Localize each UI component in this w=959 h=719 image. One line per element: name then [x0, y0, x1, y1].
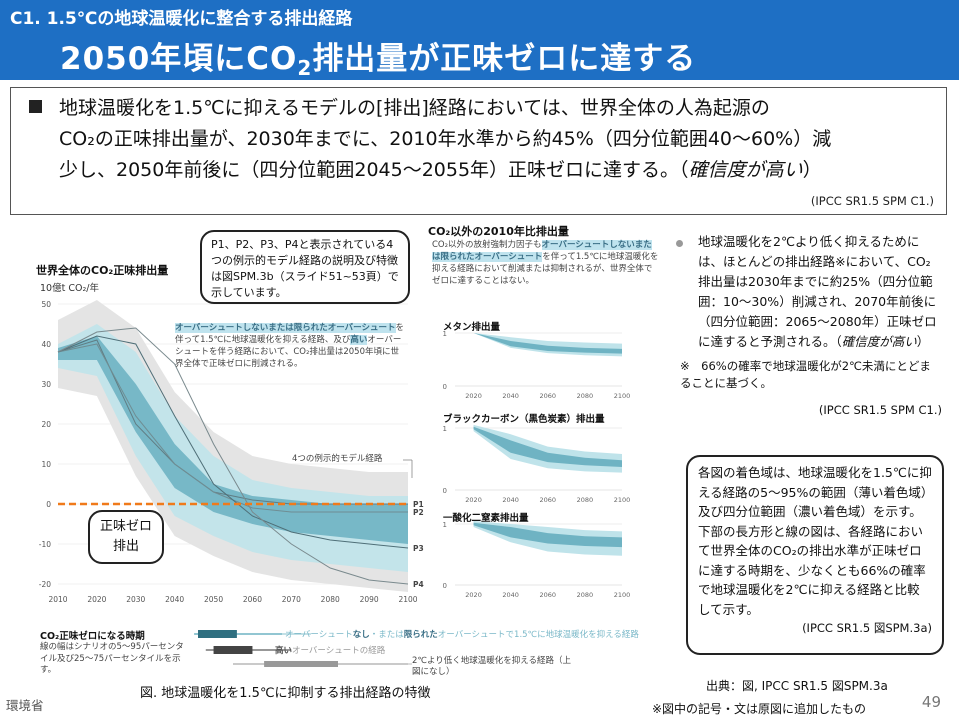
small-band-light — [473, 424, 622, 473]
small-x-tick-label: 2020 — [465, 591, 482, 599]
small-x-tick-label: 2100 — [614, 392, 631, 400]
pathway-label-p2: P2 — [413, 508, 424, 517]
methane-chart-title: メタン排出量 — [443, 322, 501, 333]
y-tick-label: -10 — [39, 540, 51, 549]
small-x-tick-label: 2040 — [502, 496, 519, 504]
small-x-tick-label: 2080 — [577, 496, 594, 504]
x-tick-label: 2050 — [204, 595, 223, 604]
shaded-area-callout: 各図の着色域は、地球温暖化を1.5℃に抑える経路の5〜95%の範囲（薄い着色域）… — [686, 455, 944, 655]
net-zero-callout: 正味ゼロ 排出 — [88, 510, 164, 564]
summary-box: 地球温暖化を1.5℃に抑えるモデルの[排出]経路においては、世界全体の人為起源の… — [10, 87, 947, 215]
x-tick-label: 2080 — [321, 595, 340, 604]
square-bullet-icon — [29, 100, 42, 113]
timing-bar-1 — [198, 630, 237, 638]
small-band-light — [473, 333, 622, 357]
overshoot-description: オーバーシュートしないまたは限られたオーバーシュートを伴って1.5℃に地球温暖化… — [175, 323, 405, 369]
small-x-tick-label: 2020 — [465, 392, 482, 400]
small-x-tick-label: 2060 — [540, 496, 557, 504]
x-tick-label: 2030 — [126, 595, 145, 604]
slide-header: C1. 1.5℃の地球温暖化に整合する排出経路 2050年頃にCO2排出量が正味… — [0, 0, 959, 80]
pathway-label-p3: P3 — [413, 544, 424, 553]
small-x-tick-label: 2060 — [540, 392, 557, 400]
small-x-tick-label: 2100 — [614, 591, 631, 599]
summary-citation: (IPCC SR1.5 SPM C1.) — [810, 194, 934, 208]
y-tick-label: 20 — [41, 420, 51, 429]
timing-row3-label: 2℃より低く地球温暖化を抑える経路（上図になし） — [412, 656, 572, 677]
x-tick-label: 2040 — [165, 595, 184, 604]
ministry-label: 環境省 — [6, 698, 44, 713]
small-x-tick-label: 2080 — [577, 392, 594, 400]
example-paths-label: 4つの例示的モデル経路 — [292, 454, 383, 464]
main-chart-title: 世界全体のCO₂正味排出量 — [36, 264, 169, 277]
small-band-dark — [473, 426, 622, 468]
x-tick-label: 2070 — [282, 595, 301, 604]
x-tick-label: 2020 — [87, 595, 106, 604]
right-note-citation: (IPCC SR1.5 SPM C1.) — [818, 403, 942, 417]
y-tick-label: -20 — [39, 580, 51, 589]
small-y-tick-label: 0 — [443, 487, 447, 495]
x-tick-label: 2100 — [398, 595, 417, 604]
slide-subtitle: C1. 1.5℃の地球温暖化に整合する排出経路 — [10, 9, 353, 29]
y-tick-label: 30 — [41, 380, 51, 389]
x-tick-label: 2060 — [243, 595, 262, 604]
x-tick-label: 2090 — [360, 595, 379, 604]
small-band-dark — [473, 522, 622, 548]
small-band-light — [473, 520, 622, 556]
small-x-tick-label: 2100 — [614, 496, 631, 504]
asterisk-note: ※ 66%の確率で地球温暖化が2℃未満にとどまることに基づく。 — [680, 359, 931, 390]
figure-caption: 図. 地球温暖化を1.5℃に抑制する排出経路の特徴 — [140, 686, 431, 701]
non-co2-title: CO₂以外の2010年比排出量 — [428, 225, 569, 238]
summary-text: 地球温暖化を1.5℃に抑えるモデルの[排出]経路においては、世界全体の人為起源の… — [59, 97, 832, 181]
x-tick-label: 2010 — [48, 595, 67, 604]
small-y-tick-label: 1 — [443, 425, 447, 433]
timing-bar-3 — [264, 661, 338, 667]
black-carbon-chart-title: ブラックカーボン（黒色炭素）排出量 — [443, 414, 605, 425]
small-x-tick-label: 2080 — [577, 591, 594, 599]
bullet-icon — [676, 240, 683, 247]
small-x-tick-label: 2020 — [465, 496, 482, 504]
small-band-dark — [473, 333, 622, 354]
timing-row1-label: オーバーシュートなし・または限られたオーバーシュートで1.5℃に地球温暖化を抑え… — [285, 630, 639, 640]
right-note: 地球温暖化を2℃より低く抑えるためには、ほとんどの排出経路※において、CO₂排出… — [676, 232, 942, 420]
small-x-tick-label: 2040 — [502, 392, 519, 400]
y-tick-label: 40 — [41, 340, 51, 349]
slide-title: 2050年頃にCO2排出量が正味ゼロに達する — [60, 41, 697, 80]
annotation-note: ※図中の記号・文は原図に追加したもの — [652, 702, 867, 716]
timing-title: CO₂正味ゼロになる時期 — [40, 631, 145, 642]
small-y-tick-label: 0 — [443, 383, 447, 391]
small-x-tick-label: 2060 — [540, 591, 557, 599]
timing-bar-2 — [213, 646, 253, 654]
nitrous-oxide-chart-title: 一酸化二窒素排出量 — [443, 513, 529, 524]
y-tick-label: 50 — [41, 300, 51, 309]
main-chart-unit: 10億t CO₂/年 — [40, 283, 99, 294]
timing-description: 線の幅はシナリオの5〜95パーセンタイル及び25〜75パーセンタイルを示す。 — [40, 642, 184, 675]
small-x-tick-label: 2040 — [502, 591, 519, 599]
page-number: 49 — [921, 693, 941, 711]
non-co2-description: CO₂以外の放射強制力因子もオーバーシュートしないまたは限られたオーバーシュート… — [432, 240, 659, 286]
pathway-label-p1: P1 — [413, 500, 424, 509]
y-tick-label: 10 — [41, 460, 51, 469]
pathway-label-p4: P4 — [413, 580, 424, 589]
y-tick-label: 0 — [46, 500, 51, 509]
small-y-tick-label: 0 — [443, 582, 447, 590]
example-paths-callout: P1、P2、P3、P4と表示されている4つの例示的モデル経路の説明及び特徴は図S… — [200, 230, 410, 304]
source-note: 出典：図, IPCC SR1.5 図SPM.3a — [706, 679, 888, 693]
timing-row2-label: 高いオーバーシュートの経路 — [275, 646, 386, 656]
